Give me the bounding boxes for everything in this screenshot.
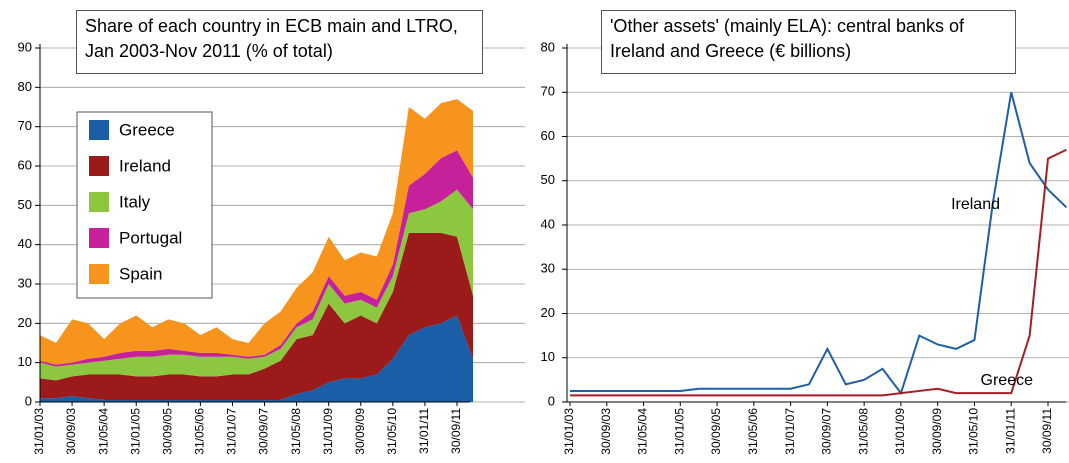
area [40,232,474,401]
legend-label: Italy [119,192,151,211]
x-tick-label: 31/01/03 [32,408,46,455]
x-tick-label: 31/01/07 [783,408,797,455]
y-tick-label: 20 [541,305,555,320]
y-tick-label: 40 [18,236,32,251]
y-tick-label: 10 [541,349,555,364]
area [40,150,474,367]
x-tick-label: 31/05/04 [636,408,650,455]
x-tick-label: 31/05/06 [746,408,760,455]
x-tick-label: 30/09/07 [820,408,834,455]
x-tick-label: 31/05/08 [856,408,870,455]
y-tick-label: 50 [541,172,555,187]
y-tick-label: 90 [18,39,32,54]
legend-swatch [89,120,109,140]
y-tick-label: 80 [18,79,32,94]
x-tick-label: 31/05/10 [967,408,981,455]
x-tick-label: 31/05/06 [193,408,207,455]
legend-swatch [89,156,109,176]
x-tick-label: 31/01/05 [672,408,686,455]
x-tick-label: 30/09/03 [64,408,78,455]
x-tick-label: 31/01/09 [893,408,907,455]
line [570,148,1067,397]
y-tick-label: 0 [548,393,555,408]
y-tick-label: 40 [541,216,555,231]
x-tick-label: 30/09/05 [709,408,723,455]
legend-swatch [89,264,109,284]
y-tick-label: 60 [541,128,555,143]
x-tick-label: 31/01/07 [225,408,239,455]
x-tick-label: 31/01/05 [128,408,142,455]
x-tick-label: 30/09/03 [599,408,613,455]
x-tick-label: 31/05/10 [385,408,399,455]
y-tick-label: 60 [18,157,32,172]
y-tick-label: 70 [18,118,32,133]
area [40,315,474,402]
x-tick-label: 30/09/09 [930,408,944,455]
chart-title: 'Other assets' (mainly ELA): central ban… [601,10,1016,74]
x-tick-label: 30/09/09 [353,408,367,455]
area [40,99,474,365]
x-tick-label: 31/01/09 [321,408,335,455]
y-tick-label: 0 [25,393,32,408]
y-tick-label: 30 [541,261,555,276]
series-label: Ireland [951,196,1000,213]
y-tick-label: 30 [18,275,32,290]
legend-label: Spain [119,264,162,283]
x-tick-label: 31/01/11 [417,408,431,454]
x-tick-label: 31/05/08 [289,408,303,455]
y-tick-label: 10 [18,354,32,369]
x-tick-label: 30/09/07 [257,408,271,455]
legend-label: Portugal [119,228,182,247]
y-tick-label: 20 [18,315,32,330]
y-tick-label: 50 [18,197,32,212]
legend-swatch [89,228,109,248]
legend-label: Greece [119,120,175,139]
area [40,189,474,381]
x-tick-label: 30/09/11 [449,408,463,454]
x-tick-label: 31/01/11 [1003,408,1017,454]
x-tick-label: 30/09/11 [1040,408,1054,454]
legend-swatch [89,192,109,212]
series-label: Greece [981,372,1034,389]
y-tick-label: 80 [541,39,555,54]
x-tick-label: 30/09/05 [160,408,174,455]
y-tick-label: 70 [541,84,555,99]
line [570,91,1068,396]
legend-label: Ireland [119,156,171,175]
chart-title: Share of each country in ECB main and LT… [76,10,483,74]
x-tick-label: 31/01/03 [562,408,576,455]
x-tick-label: 31/05/04 [96,408,110,455]
